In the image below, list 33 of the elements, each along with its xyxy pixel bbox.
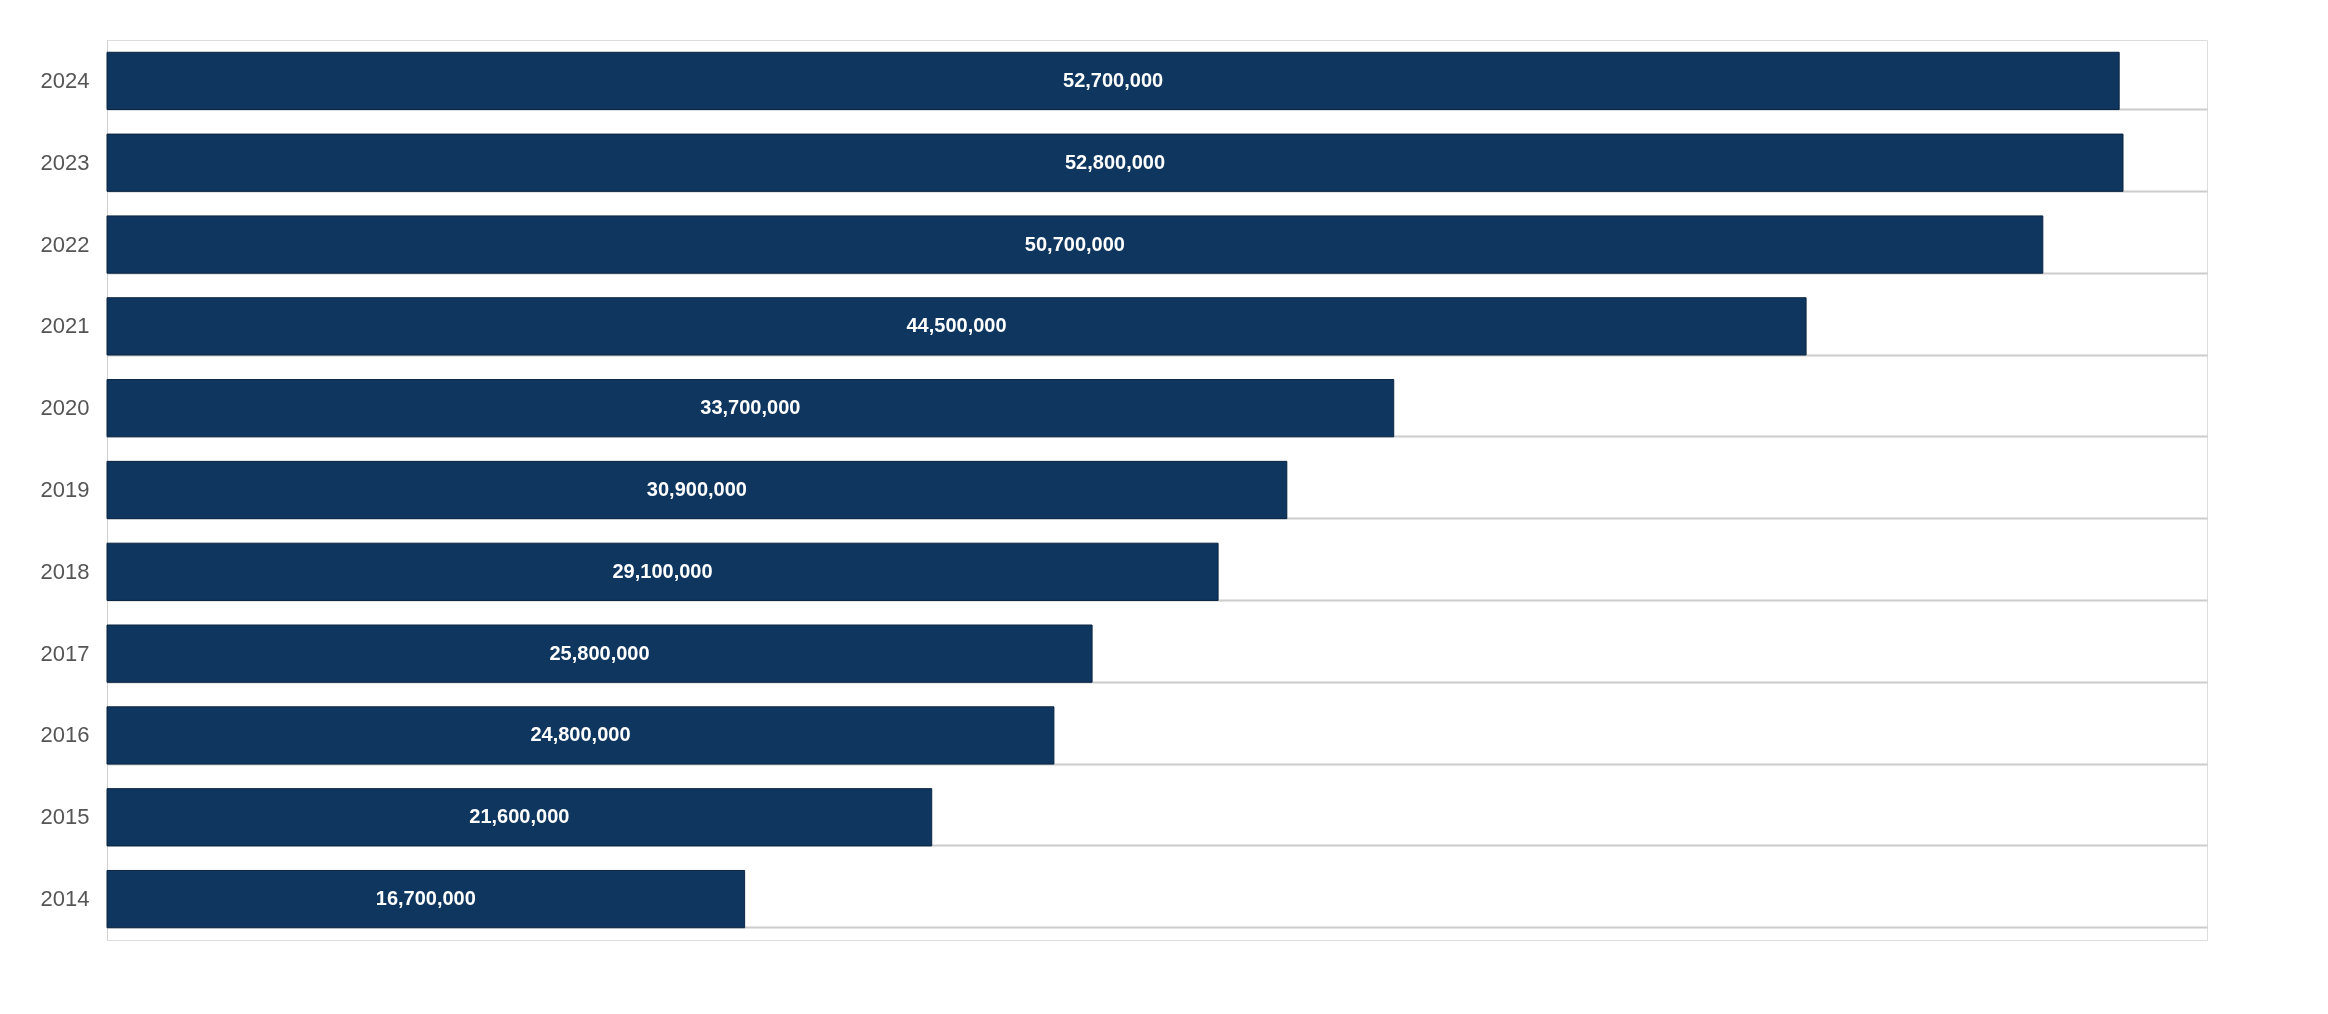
- data-label: 52,800,000: [1064, 150, 1166, 173]
- y-tick-label: 2023: [40, 149, 90, 175]
- data-label: 16,700,000: [375, 887, 476, 910]
- y-tick-label: 2015: [40, 804, 90, 830]
- y-tick-label: 2014: [40, 886, 90, 912]
- y-tick-label: 2019: [40, 477, 90, 502]
- data-label: 52,700,000: [1063, 68, 1164, 91]
- y-tick-label: 2016: [40, 722, 90, 748]
- data-label: 33,700,000: [700, 396, 801, 419]
- data-label: 44,500,000: [906, 314, 1007, 337]
- y-tick-label: 2022: [40, 231, 90, 257]
- bar: [106, 624, 1093, 683]
- bar: [106, 869, 746, 929]
- y-tick-label: 2017: [40, 640, 90, 666]
- bar: [106, 133, 2124, 192]
- data-label: 25,800,000: [549, 641, 650, 664]
- data-label: 50,700,000: [1024, 232, 1125, 255]
- bar: [106, 297, 1807, 356]
- data-label: 29,100,000: [612, 559, 713, 582]
- bar: [106, 542, 1219, 601]
- bar: [106, 379, 1395, 438]
- bar: [106, 215, 2044, 274]
- y-tick-label: 2020: [40, 395, 90, 421]
- data-label: 24,800,000: [530, 723, 631, 746]
- data-label: 30,900,000: [646, 478, 747, 500]
- y-tick-label: 2021: [40, 313, 90, 339]
- data-label: 21,600,000: [469, 805, 570, 828]
- y-tick-label: 2024: [40, 67, 90, 93]
- bar: [106, 51, 2120, 111]
- bar: [106, 460, 1288, 520]
- bar: [106, 788, 933, 847]
- y-tick-label: 2018: [40, 558, 90, 584]
- bar: [106, 706, 1055, 765]
